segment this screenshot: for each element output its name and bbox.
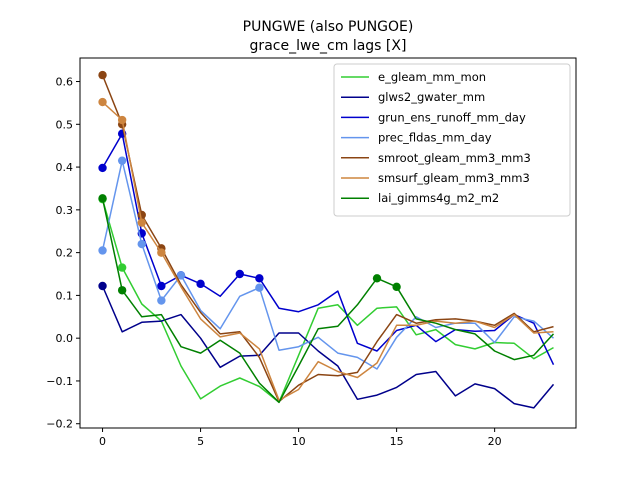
legend: e_gleam_mm_mon glws2_gwater_mm grun_ens_ru… [333, 63, 571, 217]
series-glws2_gwater_mm [98, 281, 555, 409]
data-point [98, 281, 107, 291]
data-point [98, 70, 107, 80]
data-point [372, 274, 382, 283]
y-axis: −0.2 −0.1 0.0 0.1 0.2 0.3 0.4 0.5 0.6 [46, 76, 80, 431]
x-tick-label: 10 [292, 435, 306, 448]
data-point [98, 163, 107, 173]
x-tick-label: 15 [390, 435, 404, 448]
series-lai_gimms4g_m2_m2 [98, 194, 555, 404]
y-tick-label: 0.6 [56, 76, 74, 89]
data-point [255, 283, 264, 292]
y-tick-label: 0.1 [56, 289, 74, 302]
y-tick-label: 0.3 [56, 204, 74, 217]
data-point [98, 246, 107, 255]
data-point [196, 279, 205, 289]
data-point [176, 271, 186, 280]
data-point [392, 282, 401, 292]
legend-entry: glws2_gwater_mm [378, 90, 485, 104]
legend-entry: prec_fldas_mm_day [378, 131, 492, 145]
data-point [117, 263, 127, 272]
data-point [157, 281, 166, 291]
data-point [117, 115, 127, 125]
legend-entry: lai_gimms4g_m2_m2 [378, 191, 499, 205]
series-smsurf_gleam_mm3_mm3 [98, 97, 554, 401]
plot-area [79, 57, 577, 429]
data-point [137, 218, 146, 227]
series-layer [98, 70, 555, 409]
legend-entry: smsurf_gleam_mm3_mm3 [378, 171, 530, 185]
series-line [101, 285, 555, 409]
legend-box [333, 63, 571, 217]
x-tick-label: 20 [488, 435, 502, 448]
y-tick-label: 0.4 [56, 161, 74, 174]
data-point [117, 156, 127, 165]
data-point [255, 274, 264, 283]
chart-subtitle: grace_lwe_cm lags [X] [250, 38, 407, 54]
y-tick-label: 0.2 [56, 247, 74, 260]
data-point [98, 194, 107, 203]
legend-entry: e_gleam_mm_mon [378, 70, 486, 84]
data-point [157, 248, 166, 257]
series-line [101, 101, 554, 401]
legend-entry: grun_ens_runoff_mm_day [378, 110, 526, 124]
data-point [137, 210, 146, 220]
data-point [98, 97, 107, 107]
data-point [157, 296, 166, 305]
y-tick-label: −0.2 [46, 418, 73, 431]
chart-title: PUNGWE (also PUNGOE) [243, 19, 414, 35]
legend-entry: smroot_gleam_mm3_mm3 [378, 151, 531, 165]
x-axis: 0 5 10 15 20 [99, 428, 502, 448]
y-tick-label: 0.0 [56, 332, 74, 345]
series-line [101, 198, 554, 404]
data-point [137, 239, 146, 249]
y-tick-label: 0.5 [56, 118, 74, 131]
data-point [117, 286, 127, 295]
x-tick-label: 0 [99, 435, 106, 448]
y-tick-label: −0.1 [46, 375, 73, 388]
series-line [101, 198, 555, 404]
x-tick-label: 5 [197, 435, 204, 448]
data-point [235, 269, 244, 279]
